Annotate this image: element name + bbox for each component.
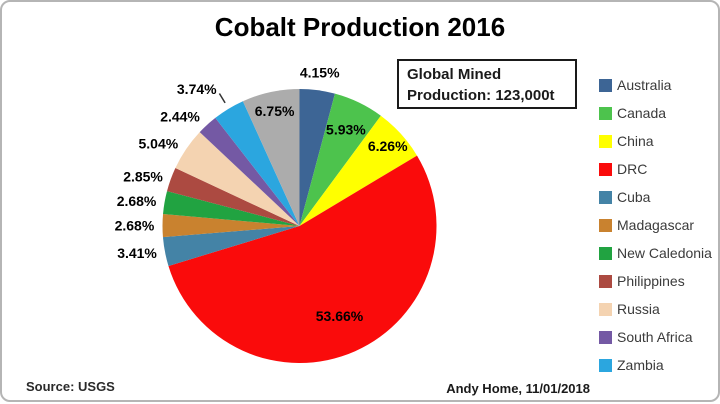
legend-label-philippines: Philippines [617,273,685,289]
legend-item-madagascar: Madagascar [599,218,712,232]
pie-label-china: 6.26% [368,138,408,154]
pie-label-drc: 53.66% [316,308,364,324]
legend-label-canada: Canada [617,105,667,121]
legend-label-madagascar: Madagascar [617,217,695,233]
pie-slice-philippines [167,168,300,226]
pie-label-unlabeled: 6.75% [255,103,295,119]
legend-item-zambia: Zambia [599,358,712,372]
pie-slice-china [299,115,418,226]
legend-swatch-philippines [599,274,612,288]
legend-label-south-africa: South Africa [617,329,693,345]
pie-label-russia: 5.04% [138,136,178,152]
pie-slice-russia [175,132,300,226]
annotation-box: Global Mined Production: 123,000t [397,59,577,109]
legend-swatch-china [599,134,612,148]
label-leader-line-zambia [218,93,226,104]
pie-label-australia: 4.15% [300,65,340,81]
source-note: Source: USGS [26,379,115,394]
legend-swatch-russia [599,302,612,316]
annotation-line-2: Production: 123,000t [407,87,555,104]
legend-item-cuba: Cuba [599,190,712,204]
pie-label-philippines: 2.85% [123,169,163,185]
legend-label-cuba: Cuba [617,189,651,205]
legend-item-new-caledonia: New Caledonia [599,246,712,260]
chart-title: Cobalt Production 2016 [214,12,506,42]
legend-swatch-new-caledonia [599,246,612,260]
legend-swatch-south-africa [599,330,612,344]
pie-label-madagascar: 2.68% [115,218,155,234]
pie-slice-cuba [162,226,300,266]
legend-item-drc: DRC [599,162,712,176]
legend-swatch-australia [599,78,612,92]
legend-swatch-zambia [599,358,612,372]
pie-slice-zambia [215,101,300,226]
legend-item-china: China [599,134,712,148]
legend-item-australia: Australia [599,78,712,92]
legend: Australia Canada China DRC Cuba Madagascar New… [599,78,712,372]
legend-swatch-cuba [599,190,612,204]
pie-slice-unlabeled [242,89,300,226]
pie-slice-drc [168,155,437,364]
legend-item-russia: Russia [599,302,712,316]
legend-label-russia: Russia [617,301,660,317]
author-credit: Andy Home, 11/01/2018 [446,381,590,396]
legend-item-south-africa: South Africa [599,330,712,344]
annotation-line-1: Global Mined [407,66,502,83]
legend-label-zambia: Zambia [617,357,664,373]
legend-label-drc: DRC [617,161,648,177]
pie-slice-new-caledonia [163,191,300,226]
pie-label-canada: 5.93% [326,122,366,138]
legend-label-china: China [617,133,654,149]
legend-label-australia: Australia [617,77,672,93]
legend-swatch-canada [599,106,612,120]
pie-slice-canada [299,93,381,226]
pie-label-cuba: 3.41% [117,245,157,261]
pie-label-south-africa: 2.44% [160,109,200,125]
legend-swatch-madagascar [599,218,612,232]
legend-swatch-drc [599,162,612,176]
pie-label-zambia: 3.74% [177,81,217,97]
pie-slice-south-africa [199,117,300,226]
legend-label-new-caledonia: New Caledonia [617,245,712,261]
pie-label-new-caledonia: 2.68% [117,193,157,209]
pie-slice-australia [299,89,335,226]
legend-item-canada: Canada [599,106,712,120]
pie-slice-madagascar [162,213,300,238]
legend-item-philippines: Philippines [599,274,712,288]
